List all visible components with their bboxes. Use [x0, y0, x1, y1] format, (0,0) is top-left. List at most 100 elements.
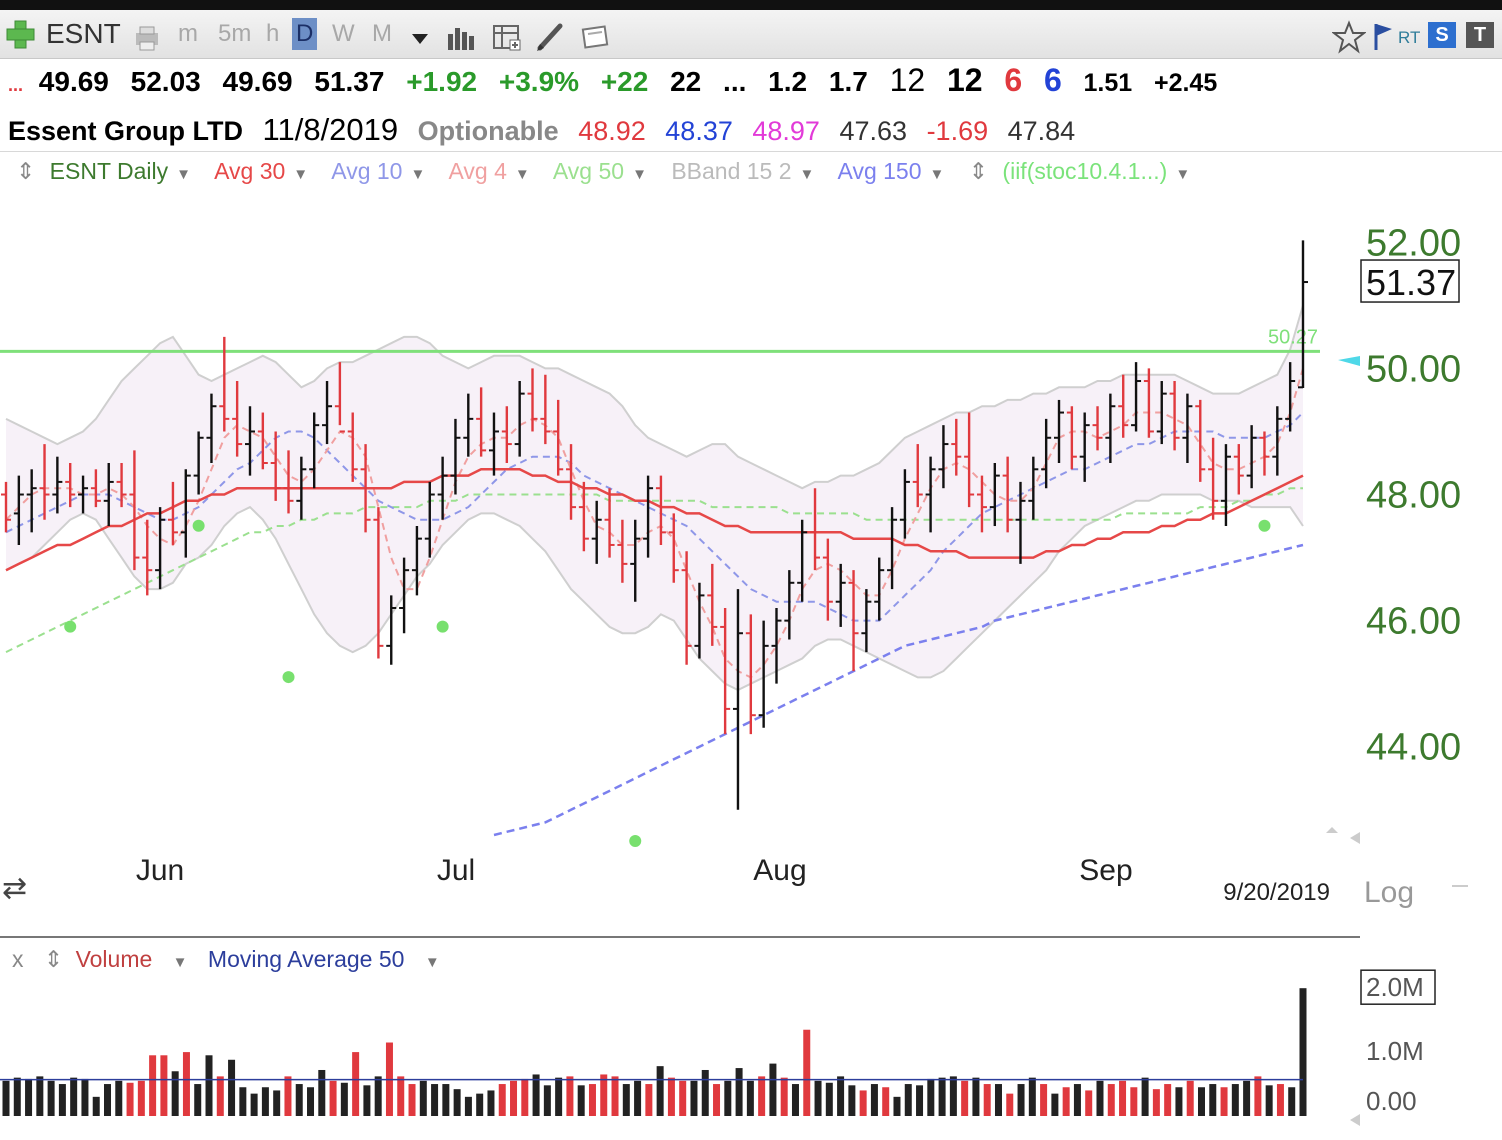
ohlc-bar	[1156, 381, 1167, 445]
volume-bar	[408, 1084, 416, 1116]
volume-bar	[645, 1084, 653, 1116]
quote-open: 49.69	[38, 66, 109, 97]
ohlc-bar	[964, 412, 975, 508]
volume-ma-label[interactable]: Moving Average 50	[207, 946, 405, 972]
legend-avg10[interactable]: Avg 10	[331, 158, 403, 184]
ohlc-bar	[951, 418, 962, 476]
volume-bar	[216, 1076, 224, 1116]
t-button[interactable]: T	[1466, 22, 1494, 48]
ohlc-bar	[322, 381, 333, 445]
s-button[interactable]: S	[1428, 22, 1456, 48]
info-p6: 47.84	[1007, 116, 1076, 146]
volume-bar	[566, 1076, 574, 1116]
legend-avg4[interactable]: Avg 4	[448, 158, 507, 184]
flag-icon[interactable]	[1370, 20, 1396, 54]
legend-iif[interactable]: (iif(stoc10.4.1...)	[1002, 158, 1168, 184]
dropdown-icon[interactable]: ▼	[1175, 166, 1191, 183]
interval-dropdown-icon[interactable]	[410, 30, 430, 50]
quote-line: ... 49.69 52.03 49.69 51.37 +1.92 +3.9% …	[8, 62, 1231, 102]
interval-5m[interactable]: 5m	[218, 20, 252, 47]
interval-m[interactable]: m	[178, 20, 198, 47]
volume-bar	[307, 1087, 315, 1116]
scroll-left-icon	[1350, 1114, 1360, 1126]
legend-bband[interactable]: BBand 15 2	[671, 158, 792, 184]
volume-bar	[1040, 1084, 1048, 1116]
ohlc-bar	[52, 456, 63, 514]
star-icon[interactable]	[1332, 20, 1366, 54]
interval-month[interactable]: M	[372, 20, 392, 47]
volume-bar	[1276, 1084, 1284, 1116]
reorder-handle-icon[interactable]: ⇕	[16, 158, 36, 184]
volume-bar	[228, 1059, 236, 1116]
dropdown-icon[interactable]: ▼	[514, 166, 530, 183]
ohlc-bar	[360, 444, 371, 533]
ohlc-bar	[1259, 431, 1270, 476]
print-icon[interactable]	[132, 24, 162, 54]
ohlc-bar	[39, 444, 50, 520]
reorder-handle-icon[interactable]: ⇕	[968, 158, 989, 184]
ohlc-bar	[925, 456, 936, 533]
study-legend: ⇕ ESNT Daily ▼ Avg 30 ▼ Avg 10 ▼ Avg 4 ▼ Avg…	[16, 158, 1208, 185]
ohlc-bar	[399, 557, 410, 634]
rt-button[interactable]: RT	[1398, 28, 1421, 47]
interval-w[interactable]: W	[332, 20, 355, 47]
legend-avg50[interactable]: Avg 50	[552, 158, 625, 184]
volume-bar	[701, 1069, 709, 1116]
ohlc-bar	[129, 450, 140, 571]
volume-bar	[431, 1084, 439, 1116]
ohlc-bar	[1015, 481, 1026, 564]
interval-h[interactable]: h	[266, 20, 280, 47]
ohlc-bar	[386, 595, 397, 665]
dropdown-icon[interactable]: ▼	[293, 166, 309, 183]
avg50-line	[5, 487, 1303, 653]
quote-v5: 12	[889, 62, 926, 98]
symbol-input[interactable]: ESNT	[46, 18, 121, 49]
dropdown-icon[interactable]: ▼	[632, 166, 647, 183]
volume-bar	[600, 1074, 608, 1116]
volume-bar	[250, 1093, 258, 1116]
legend-avg30[interactable]: Avg 30	[214, 158, 286, 184]
pencil-icon[interactable]	[534, 20, 568, 54]
add-icon[interactable]	[4, 18, 38, 52]
info-date: 11/8/2019	[262, 112, 399, 147]
volume-bar	[1096, 1080, 1104, 1116]
ohlc-bar	[1298, 240, 1308, 389]
legend-avg150[interactable]: Avg 150	[837, 158, 922, 184]
bar-chart-icon[interactable]	[444, 24, 478, 54]
volume-bar	[961, 1080, 969, 1116]
ohlc-bar	[758, 620, 769, 728]
dropdown-icon[interactable]: ▼	[410, 166, 426, 183]
dropdown-icon[interactable]: ▼	[172, 954, 188, 971]
legend-main[interactable]: ESNT Daily	[49, 158, 169, 184]
table-icon[interactable]	[490, 22, 524, 54]
volume-label[interactable]: Volume	[75, 946, 153, 972]
company-name: Essent Group LTD	[8, 116, 244, 146]
ohlc-bar	[26, 469, 37, 533]
volume-bar	[487, 1090, 495, 1116]
reorder-handle-icon[interactable]: ⇕	[43, 946, 64, 972]
volume-bar	[261, 1087, 269, 1116]
signal-dot	[1258, 519, 1271, 532]
ohlc-bar	[155, 507, 166, 590]
ohlc-bar	[206, 393, 217, 463]
volume-bar	[205, 1055, 213, 1116]
interval-d[interactable]: D	[292, 18, 318, 50]
volume-bar	[870, 1084, 878, 1116]
close-icon[interactable]: x	[12, 946, 24, 972]
volume-tick-label: 2.0M	[1366, 972, 1424, 1002]
quote-v1: +22	[600, 66, 649, 97]
dropdown-icon[interactable]: ▼	[176, 166, 191, 183]
x-tick-label: Sep	[1079, 854, 1132, 887]
volume-bar	[690, 1080, 698, 1116]
ohlc-bar	[1, 481, 11, 533]
dropdown-icon[interactable]: ▼	[799, 166, 815, 183]
dropdown-icon[interactable]: ▼	[424, 954, 440, 971]
volume-bar	[126, 1082, 134, 1116]
dropdown-icon[interactable]: ▼	[929, 166, 945, 183]
ohlc-bar	[219, 336, 230, 432]
ohlc-bar	[1054, 399, 1065, 463]
last-price-box	[1360, 259, 1460, 303]
ohlc-bar	[1002, 456, 1013, 533]
notes-icon[interactable]	[578, 20, 612, 54]
